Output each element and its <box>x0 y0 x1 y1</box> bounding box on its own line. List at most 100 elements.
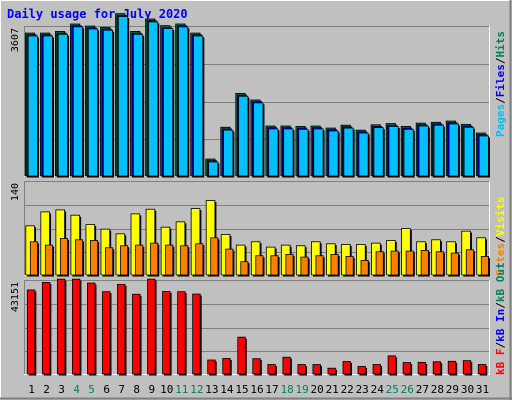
kbytes-bar <box>222 358 231 375</box>
pages-bar <box>358 132 369 177</box>
day-label: 4 <box>73 383 80 396</box>
day-label: 7 <box>118 383 125 396</box>
kbytes-bar <box>252 358 261 375</box>
kbytes-bar <box>207 359 216 375</box>
kbytes-bar <box>147 278 156 375</box>
top-legend-part: / <box>494 97 507 104</box>
top-bars <box>24 13 490 178</box>
sites-bar <box>465 249 474 276</box>
day-label: 11 <box>175 383 188 396</box>
pages-bar <box>72 26 83 177</box>
kbytes-bar <box>372 364 381 375</box>
kbytes-bar <box>102 291 111 375</box>
kbytes-bar <box>87 282 96 375</box>
kbytes-bar <box>132 293 141 375</box>
kbytes-bar <box>432 361 442 375</box>
bottom-legend: kB F/kB In/kB Out <box>494 262 507 375</box>
pages-bar <box>418 125 429 177</box>
sites-bar <box>255 255 264 276</box>
bottom-bars <box>26 278 488 376</box>
day-label: 14 <box>220 383 234 396</box>
top-legend: Pages/Files/Hits <box>494 31 507 137</box>
sites-bar <box>270 255 279 276</box>
pages-bar <box>403 128 414 177</box>
day-label: 1 <box>28 383 35 396</box>
bottom-legend-part: kB In <box>494 309 507 342</box>
pages-bar <box>328 130 339 177</box>
pages-bar <box>268 128 279 177</box>
pages-bar <box>298 128 309 177</box>
sites-bar <box>105 247 114 276</box>
kbytes-bar <box>117 283 126 375</box>
sites-bar <box>405 250 414 276</box>
day-label: 10 <box>160 383 173 396</box>
pages-bar <box>478 135 489 177</box>
day-label: 23 <box>356 383 369 396</box>
day-label: 21 <box>326 383 339 396</box>
sites-bar <box>450 252 459 276</box>
day-label: 6 <box>103 383 110 396</box>
sites-bar <box>29 241 38 276</box>
kbytes-bar <box>312 364 321 375</box>
day-label: 20 <box>310 383 323 396</box>
day-label: 25 <box>386 383 399 396</box>
pages-bar <box>313 128 324 177</box>
chart-panels: 3607 140 43151 <box>10 13 490 376</box>
top-legend-part: Files <box>494 64 507 97</box>
pages-bar <box>433 124 444 177</box>
day-label: 13 <box>205 383 218 396</box>
sites-bar <box>210 237 219 276</box>
kbytes-bar <box>41 282 51 375</box>
sites-bar <box>285 254 294 276</box>
kbytes-bar <box>342 361 351 375</box>
sites-bar <box>180 245 189 276</box>
middle-legend-part: / <box>494 236 507 243</box>
day-label: 19 <box>295 383 308 396</box>
kbytes-bar <box>387 355 396 375</box>
pages-bar <box>208 161 219 177</box>
day-label: 31 <box>476 383 489 396</box>
day-label: 16 <box>250 383 263 396</box>
sites-bar <box>390 250 399 276</box>
kbytes-bar <box>237 336 246 375</box>
kbytes-bar <box>26 289 36 375</box>
sites-bar <box>345 255 354 276</box>
top-legend-part: Hits <box>494 31 507 58</box>
day-label: 8 <box>133 383 140 396</box>
kbytes-bar <box>162 291 171 375</box>
kbytes-bar <box>462 360 472 375</box>
pages-bar <box>117 16 129 177</box>
day-label: 26 <box>401 383 414 396</box>
sites-bar <box>375 251 384 276</box>
sites-bar <box>75 239 84 276</box>
pages-bar <box>253 102 264 177</box>
kbytes-bar <box>192 293 201 375</box>
middle-legend-part: Sites <box>494 243 507 276</box>
pages-bar <box>102 29 114 177</box>
sites-bar <box>315 255 324 276</box>
sites-bar <box>435 251 444 276</box>
sites-bar <box>480 255 489 276</box>
sites-bar <box>165 244 174 276</box>
kbytes-bar <box>72 278 81 375</box>
day-label: 15 <box>235 383 248 396</box>
pages-bar <box>193 35 204 177</box>
middle-legend-part: Visits <box>494 197 507 237</box>
day-label: 9 <box>148 383 155 396</box>
pages-bar <box>27 35 38 177</box>
day-label: 22 <box>341 383 354 396</box>
sites-bar <box>225 248 234 276</box>
day-label: 29 <box>446 383 459 396</box>
bottom-legend-part: kB Out <box>494 262 507 302</box>
kbytes-bar <box>56 278 66 375</box>
sites-bar <box>195 243 204 276</box>
sites-bar <box>120 245 129 276</box>
kbytes-bar <box>327 367 336 375</box>
pages-bar <box>178 26 189 177</box>
pages-bar <box>132 33 144 177</box>
day-label: 28 <box>431 383 444 396</box>
top-ymax-label: 3607 <box>10 28 21 52</box>
day-label: 24 <box>371 383 385 396</box>
middle-legend: Sites/Visits <box>494 197 507 277</box>
